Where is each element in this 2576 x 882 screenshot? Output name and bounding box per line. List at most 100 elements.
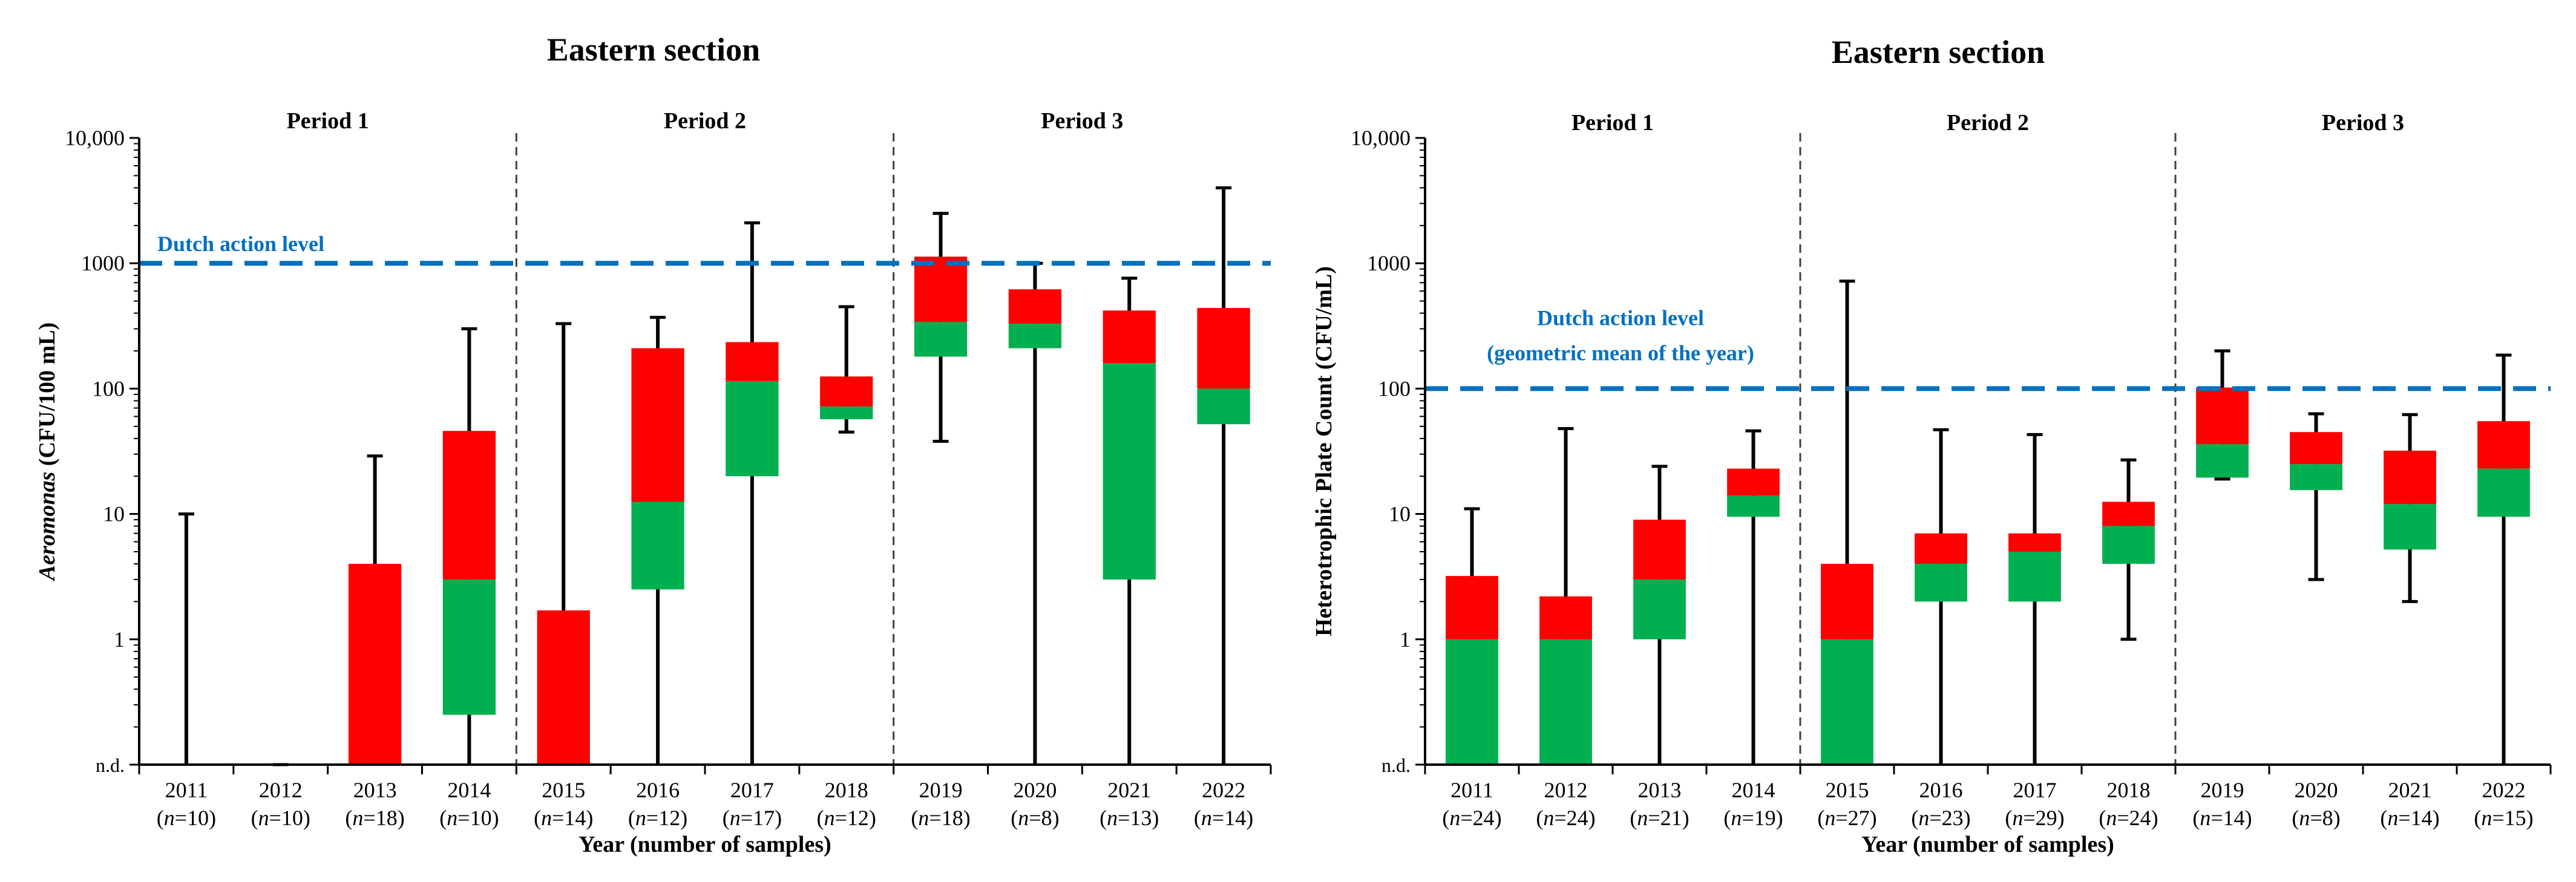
paren-open: (	[157, 806, 164, 830]
sample-count-label: (n=21)	[1630, 806, 1689, 830]
year-label: 2013	[1638, 778, 1682, 802]
equals: =	[1835, 806, 1847, 830]
paren-close: )	[1776, 806, 1783, 830]
paren-close: )	[2245, 806, 2252, 830]
paren-close: )	[2057, 806, 2065, 830]
box-upper	[1727, 468, 1780, 496]
paren-close: )	[303, 806, 310, 830]
sample-count: 10	[187, 806, 209, 830]
box-2021	[1103, 276, 1156, 765]
sample-count-label: (n=8)	[1011, 806, 1059, 830]
sample-count: 18	[942, 806, 963, 830]
year-label: 2021	[1107, 778, 1151, 802]
y-tick-label: 1000	[81, 251, 125, 275]
n-symbol: n	[2299, 806, 2310, 830]
equals: =	[1118, 806, 1130, 830]
sample-count: 14	[2411, 806, 2433, 830]
y-axis-label: Aeromonas (CFU/100 mL)	[34, 322, 60, 581]
paren-open: (	[534, 806, 541, 830]
paren-open: (	[1630, 806, 1637, 830]
sample-count: 8	[1041, 806, 1052, 830]
paren-open: (	[817, 806, 824, 830]
chart-title: Eastern section	[547, 31, 760, 68]
equals: =	[175, 806, 187, 830]
paren-open: (	[1011, 806, 1018, 830]
box-lower	[1821, 639, 1873, 765]
box-2011	[1446, 507, 1498, 765]
sample-count-label: (n=19)	[1723, 806, 1783, 830]
box-2018	[2102, 458, 2155, 641]
paren-close: )	[1246, 806, 1253, 830]
x-axis-label: Year (number of samples)	[1861, 832, 2114, 857]
n-symbol: n	[2387, 806, 2398, 830]
paren-close: )	[1152, 806, 1159, 830]
sample-count: 27	[1848, 806, 1870, 830]
equals: =	[835, 806, 847, 830]
box-lower	[1633, 579, 1686, 639]
box-2021	[2384, 413, 2436, 603]
n-symbol: n	[352, 806, 363, 830]
paren-close: )	[492, 806, 499, 830]
box-2016	[631, 316, 684, 765]
sample-count-label: (n=15)	[2474, 806, 2533, 830]
reference-line-label: (geometric mean of the year)	[1487, 341, 1754, 365]
n-symbol: n	[1201, 806, 1212, 830]
sample-count-label: (n=14)	[1194, 806, 1253, 830]
paren-close: )	[963, 806, 971, 830]
box-lower	[2196, 444, 2249, 478]
y-tick-label: 1000	[1367, 251, 1411, 275]
paren-close: )	[1495, 806, 1502, 830]
n-symbol: n	[1543, 806, 1554, 830]
sample-count-label: (n=24)	[1536, 806, 1595, 830]
box-2019	[2196, 349, 2249, 481]
box-upper	[1915, 533, 1967, 564]
box-2013	[348, 454, 402, 765]
sample-count: 12	[847, 806, 869, 830]
sample-count-label: (n=18)	[911, 806, 970, 830]
sample-count-label: (n=14)	[2192, 806, 2252, 830]
sample-count: 29	[2036, 806, 2057, 830]
year-label: 2011	[165, 778, 208, 802]
y-axis-label: Heterotrophic Plate Count (CFU/mL)	[1311, 266, 1337, 636]
n-symbol: n	[824, 806, 835, 830]
equals: =	[741, 806, 753, 830]
sample-count: 24	[1567, 806, 1588, 830]
n-symbol: n	[2200, 806, 2211, 830]
equals: =	[1460, 806, 1472, 830]
y-tick-label: 100	[1378, 376, 1411, 400]
sample-count-label: (n=14)	[534, 806, 593, 830]
chart-title: Eastern section	[1832, 34, 2045, 70]
n-symbol: n	[1449, 806, 1460, 830]
year-label: 2016	[636, 778, 680, 802]
equals: =	[552, 806, 564, 830]
paren-open: (	[2005, 806, 2012, 830]
box-upper	[1446, 576, 1498, 639]
y-tick-label: n.d.	[1381, 754, 1411, 776]
year-label: 2015	[1826, 778, 1869, 802]
paren-open: (	[1817, 806, 1824, 830]
box-lower	[1539, 639, 1592, 765]
box-upper	[2196, 387, 2249, 445]
y-tick-label: 1	[1400, 627, 1411, 652]
sample-count: 12	[658, 806, 680, 830]
paren-open: (	[628, 806, 635, 830]
equals: =	[2211, 806, 2223, 830]
paren-open: (	[2099, 806, 2106, 830]
box-lower	[726, 381, 779, 477]
paren-close: )	[586, 806, 593, 830]
paren-close: )	[2433, 806, 2440, 830]
sample-count: 10	[470, 806, 492, 830]
paren-open: (	[439, 806, 447, 830]
x-axis-label: Year (number of samples)	[578, 832, 831, 857]
box-upper	[348, 564, 402, 765]
box-upper	[1633, 520, 1686, 580]
n-symbol: n	[1637, 806, 1648, 830]
n-symbol: n	[2106, 806, 2117, 830]
box-lower	[2477, 468, 2530, 517]
equals: =	[2492, 806, 2504, 830]
year-label: 2012	[259, 778, 303, 802]
sample-count-label: (n=10)	[251, 806, 310, 830]
n-symbol: n	[635, 806, 646, 830]
sample-count: 13	[1130, 806, 1152, 830]
y-tick-label: 10	[1389, 502, 1411, 526]
